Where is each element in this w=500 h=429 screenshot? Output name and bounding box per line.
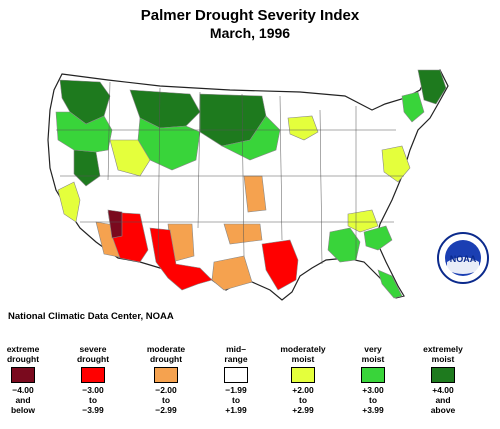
legend-label-line: severe xyxy=(79,344,107,354)
legend-label-line: very xyxy=(364,344,382,354)
legend-range-line: +1.99 xyxy=(225,405,247,415)
legend-item: moderate drought −2.00 to −2.99 xyxy=(133,342,199,415)
legend-range-line: to xyxy=(88,395,98,405)
legend-swatch xyxy=(154,367,178,383)
map-title: Palmer Drought Severity Index xyxy=(140,7,360,24)
legend-range-line: to xyxy=(161,395,171,405)
legend-range-line: +2.99 xyxy=(292,405,314,415)
legend-label: extreme drought xyxy=(0,342,56,364)
legend-range-line: −3.00 xyxy=(82,385,104,395)
region-extremely-moist-ne xyxy=(417,69,447,105)
legend-label: extremely moist xyxy=(410,342,476,364)
legend-swatch xyxy=(361,367,385,383)
credit-text: National Climatic Data Center, NOAA xyxy=(8,311,174,322)
legend-range: +2.00 to +2.99 xyxy=(270,385,336,415)
region-very-moist-florida xyxy=(377,269,403,299)
legend-range-line: and xyxy=(15,395,31,405)
legend-label-line: extremely xyxy=(423,344,463,354)
legend-swatch xyxy=(291,367,315,383)
legend-label-line: drought xyxy=(149,354,183,364)
legend-item: severe drought −3.00 to −3.99 xyxy=(60,342,126,415)
legend-range-line: above xyxy=(430,405,456,415)
legend-range-line: to xyxy=(368,395,378,405)
legend-range-line: +4.00 xyxy=(432,385,454,395)
legend-swatch xyxy=(431,367,455,383)
legend-label: moderate drought xyxy=(133,342,199,364)
legend-item: very moist +3.00 to +3.99 xyxy=(340,342,406,415)
legend-label-line: moist xyxy=(291,354,315,364)
map-subtitle: March, 1996 xyxy=(209,25,291,41)
legend-range-line: +3.00 xyxy=(362,385,384,395)
legend-label-line: range xyxy=(224,354,248,364)
legend-range: −2.00 to −2.99 xyxy=(133,385,199,415)
legend-item: extremely moist +4.00 and above xyxy=(410,342,476,415)
legend-range-line: +3.99 xyxy=(362,405,384,415)
legend-label-line: moderately xyxy=(280,344,326,354)
legend-label: severe drought xyxy=(60,342,126,364)
legend-range-line: to xyxy=(298,395,308,405)
legend-item: extreme drought −4.00 and below xyxy=(0,342,56,415)
legend-range: −1.99 to +1.99 xyxy=(203,385,269,415)
noaa-logo-icon: NOAA xyxy=(437,232,489,289)
legend-range: −3.00 to −3.99 xyxy=(60,385,126,415)
noaa-logo-text: NOAA xyxy=(450,254,477,264)
region-extreme-drought xyxy=(107,209,123,239)
legend-label-line: drought xyxy=(6,354,40,364)
legend-range-line: −1.99 xyxy=(225,385,247,395)
legend-range: −4.00 and below xyxy=(0,385,56,415)
region-very-moist-carolinas xyxy=(363,225,393,251)
legend-range-line: to xyxy=(231,395,241,405)
legend-range-line: +2.00 xyxy=(292,385,314,395)
legend-label: very moist xyxy=(340,342,406,364)
region-moderately-moist-california xyxy=(57,181,81,223)
region-moderately-moist-east xyxy=(381,145,411,183)
region-moderately-moist-west xyxy=(109,139,151,177)
legend-swatch xyxy=(81,367,105,383)
legend-range-line: −2.00 xyxy=(155,385,177,395)
region-moderately-moist-midwest xyxy=(287,115,319,141)
legend-item: moderately moist +2.00 to +2.99 xyxy=(270,342,336,415)
legend-range-line: −4.00 xyxy=(12,385,34,395)
legend-label: moderately moist xyxy=(270,342,336,364)
us-drought-map xyxy=(47,69,449,301)
legend-swatch xyxy=(224,367,248,383)
legend-swatch xyxy=(11,367,35,383)
legend-label-line: drought xyxy=(76,354,110,364)
legend-item: mid– range −1.99 to +1.99 xyxy=(203,342,269,415)
legend-label-line: moist xyxy=(431,354,455,364)
legend-range-line: −2.99 xyxy=(155,405,177,415)
legend-range-line: −3.99 xyxy=(82,405,104,415)
legend-label-line: extreme xyxy=(6,344,40,354)
region-moderate-drought-kansas xyxy=(243,175,267,213)
region-severe-drought-newmexico-texas xyxy=(149,227,213,291)
legend-label-line: moderate xyxy=(146,344,186,354)
legend-label: mid– range xyxy=(203,342,269,364)
legend-range: +3.00 to +3.99 xyxy=(340,385,406,415)
legend-range-line: below xyxy=(10,405,36,415)
region-severe-drought-east-texas xyxy=(261,239,299,291)
region-moderately-moist-south xyxy=(347,209,379,233)
legend-range: +4.00 and above xyxy=(410,385,476,415)
region-moderate-drought-oklahoma xyxy=(223,223,263,245)
legend-label-line: moist xyxy=(361,354,385,364)
legend-range-line: and xyxy=(435,395,451,405)
legend-label-line: mid– xyxy=(226,344,246,354)
region-very-moist-newengland xyxy=(401,91,425,123)
